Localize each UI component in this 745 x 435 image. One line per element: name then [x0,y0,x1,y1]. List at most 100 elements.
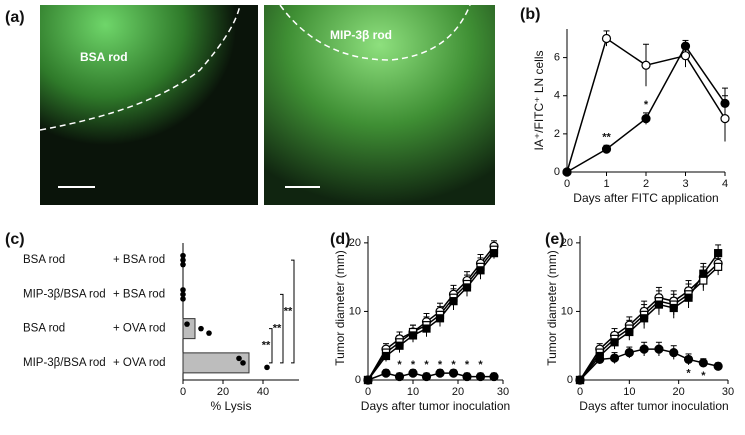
marker [654,300,664,309]
category-label: BSA rod [23,254,65,266]
y-tick-label: 20 [561,237,573,249]
annotation: * [701,370,706,382]
marker [641,60,651,70]
point [180,296,186,302]
x-tick-label: 4 [722,178,728,190]
marker [641,114,651,124]
y-axis-label: Tumor diameter (mm) [333,250,347,366]
marker [684,293,693,302]
annotation: ** [602,132,611,144]
point [180,261,186,268]
marker [683,354,694,365]
panel-label: (b) [520,6,540,23]
marker [394,371,405,382]
annotation: ** [284,305,293,317]
marker [601,144,612,154]
x-tick-label: 30 [497,386,509,398]
image-label: BSA rod [80,50,128,64]
significance-bracket [291,259,295,364]
x-tick-label: 10 [407,386,419,398]
line [579,252,719,381]
category-label: MIP-3β/BSA rod [23,288,106,300]
category-label: + OVA rod [113,323,166,335]
point [264,364,270,371]
marker [462,283,472,292]
marker [422,324,431,333]
line [579,266,719,381]
point [206,330,212,336]
annotation: * [465,359,470,371]
x-axis-label: Days after tumor inoculation [361,399,510,413]
line [579,262,719,381]
marker [699,269,708,278]
x-tick-label: 20 [217,386,229,398]
panel-label: (c) [5,231,25,248]
annotation: * [644,99,649,111]
x-tick-label: 20 [452,386,464,398]
marker [720,114,730,124]
marker [363,375,373,385]
y-axis-label: Tumor diameter (mm) [545,250,559,366]
marker [720,98,730,108]
y-tick-label: 0 [567,374,573,386]
marker [408,368,418,378]
y-tick-label: 2 [554,128,560,140]
marker [575,375,585,385]
annotation: * [424,359,429,371]
line [367,249,495,381]
bar [182,352,250,374]
point [180,291,186,298]
bar [182,318,196,340]
marker [449,297,458,306]
annotation: * [451,359,456,371]
x-tick-label: 2 [643,178,649,190]
line [367,245,495,381]
x-tick-label: 3 [682,178,688,190]
marker [713,361,723,371]
y-axis-label: IA⁺/FITC⁺ LN cells [532,50,546,150]
panel-label: (a) [5,9,25,26]
marker [601,33,612,44]
marker [625,327,634,337]
panel-label: (d) [330,231,350,248]
y-tick-label: 10 [561,305,573,317]
x-tick-label: 0 [180,386,186,398]
x-axis-label: Days after FITC application [573,191,718,205]
significance-bracket [269,328,273,364]
y-tick-label: 4 [554,90,560,102]
point [198,325,204,332]
marker [669,303,678,313]
annotation: * [478,359,483,371]
x-axis-label: Days after tumor inoculation [579,399,728,413]
marker [421,371,432,382]
marker [489,371,499,382]
marker [680,41,691,51]
marker [714,249,723,258]
point [180,287,186,293]
marker [489,249,499,258]
x-tick-label: 1 [603,178,609,190]
marker [669,347,679,358]
line [367,252,495,381]
marker [475,371,486,382]
marker [381,351,391,361]
marker [640,314,649,323]
marker [698,358,708,368]
y-tick-label: 10 [349,305,361,317]
x-tick-label: 30 [722,386,734,398]
marker [435,368,445,378]
marker [462,371,472,382]
x-axis-label: % Lysis [211,399,252,413]
marker [595,354,605,365]
x-tick-label: 0 [564,178,570,190]
point [240,360,246,366]
marker [476,266,485,275]
panel-label: (e) [545,231,565,248]
category-label: + OVA rod [113,357,166,369]
marker [408,331,418,340]
marker [639,344,649,354]
category-label: MIP-3β/BSA rod [23,357,106,369]
marker [654,344,664,354]
marker [714,262,723,271]
